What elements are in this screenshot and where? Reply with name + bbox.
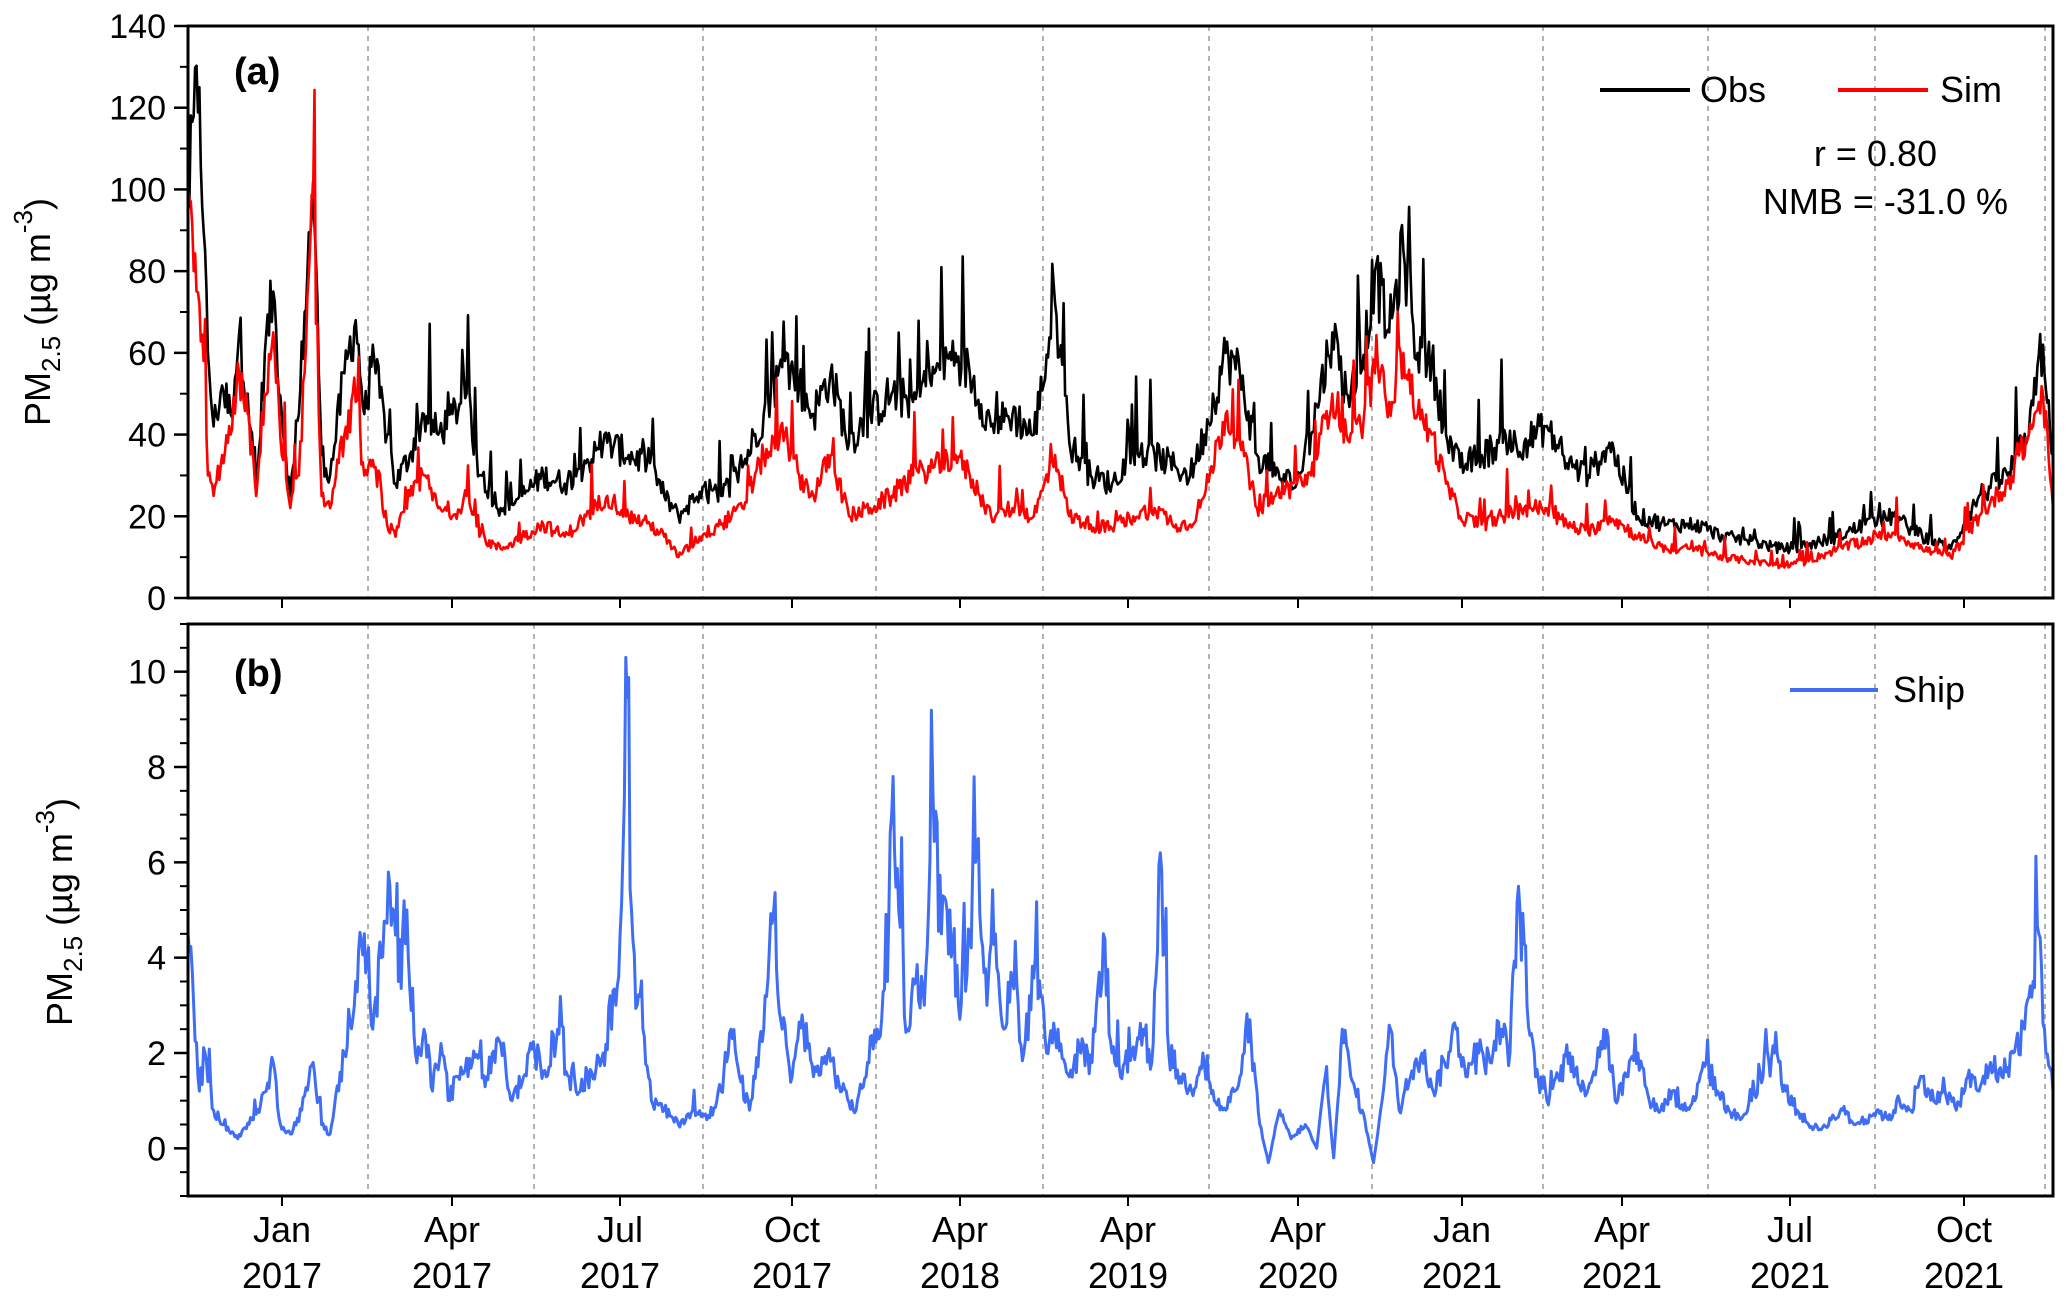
x-tick-label-year: 2017 [412,1255,492,1296]
panel-b: 0 2 4 6 8 10 (b) PM2.5 (µg m-3) Ship [30,622,2055,1198]
y-tick-label: 4 [147,940,166,978]
plot-frame-b [186,622,2055,1198]
x-tick-label-month: Jan [1433,1209,1491,1250]
legend-b: Ship [1790,669,1965,710]
stat-r: r = 0.80 [1814,133,1937,174]
y-tick-label: 80 [128,253,166,291]
legend-label-sim: Sim [1940,69,2002,110]
y-axis-label-b: PM2.5 (µg m-3) [30,798,88,1026]
plot-frame-a [186,24,2055,600]
y-tick-label: 0 [147,1130,166,1168]
y-axis-label-a: PM2.5 (µg m-3) [8,198,66,426]
panel-label-b: (b) [234,653,283,695]
y-tick-label: 120 [109,90,166,128]
y-tick-label: 100 [109,171,166,209]
x-axis: Jan 2017 Apr 2017 Jul 2017 Oct 2017 Apr 2018 Apr 20… [242,598,2004,1296]
y-tick-label: 0 [147,580,166,618]
x-tick-label-month: Jul [597,1209,643,1250]
y-tick-label: 60 [128,335,166,373]
legend-label-obs: Obs [1700,69,1766,110]
panel-a: 0 20 40 60 80 100 120 140 (a) PM2.5 (µg m-3) Ob… [8,8,2055,618]
x-tick-label-year: 2020 [1258,1255,1338,1296]
x-tick-label-year: 2021 [1422,1255,1502,1296]
y-axis-a: 0 20 40 60 80 100 120 140 [109,8,188,618]
x-tick-label-month: Apr [1100,1209,1156,1250]
y-tick-label: 40 [128,417,166,455]
y-tick-label: 20 [128,498,166,536]
x-tick-label-year: 2017 [752,1255,832,1296]
y-tick-label: 10 [128,654,166,692]
series-line-sim [186,88,2055,570]
series-line-ship [186,655,2055,1165]
legend-label-ship: Ship [1893,669,1965,710]
x-tick-label-month: Jan [253,1209,311,1250]
x-tick-label-year: 2017 [580,1255,660,1296]
x-tick-label-month: Oct [1936,1209,1992,1250]
panel-label-a: (a) [234,51,280,93]
x-tick-label-year: 2018 [920,1255,1000,1296]
x-tick-label-month: Apr [424,1209,480,1250]
x-tick-label-month: Apr [1594,1209,1650,1250]
series-lines-a [186,64,2055,570]
x-gridlines-b [367,624,2046,1196]
x-tick-label-year: 2021 [1582,1255,1662,1296]
y-tick-label: 140 [109,8,166,46]
stat-nmb: NMB = -31.0 % [1763,181,2008,222]
legend-a: Obs Sim [1600,69,2002,110]
x-tick-label-month: Apr [932,1209,988,1250]
x-tick-label-month: Apr [1270,1209,1326,1250]
y-tick-label: 2 [147,1035,166,1073]
x-tick-label-month: Jul [1767,1209,1813,1250]
x-tick-label-month: Oct [764,1209,820,1250]
y-tick-label: 6 [147,844,166,882]
x-tick-label-year: 2019 [1088,1255,1168,1296]
y-tick-label: 8 [147,749,166,787]
series-line-obs [186,64,2054,555]
x-tick-label-year: 2021 [1924,1255,2004,1296]
y-axis-b: 0 2 4 6 8 10 [128,623,188,1197]
x-tick-label-year: 2017 [242,1255,322,1296]
x-tick-label-year: 2021 [1750,1255,1830,1296]
series-lines-b [186,655,2055,1165]
